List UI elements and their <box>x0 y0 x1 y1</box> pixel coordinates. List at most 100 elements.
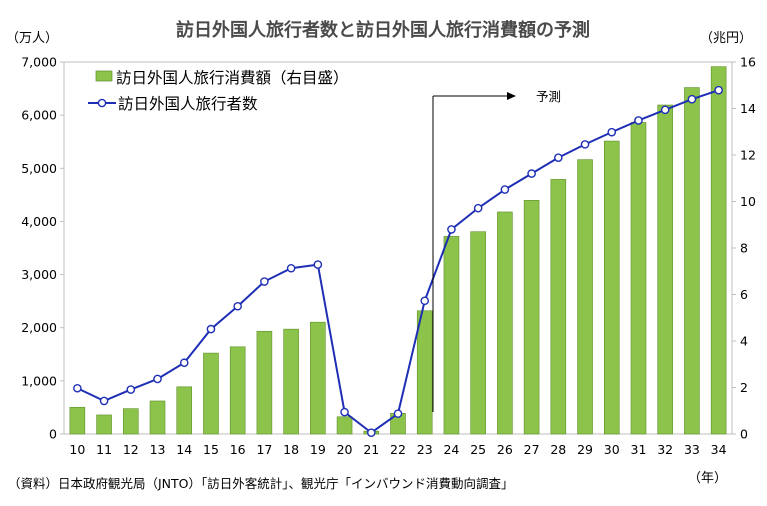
x-tick-label: 11 <box>96 442 112 457</box>
line-point <box>126 385 136 394</box>
right-tick-label: 6 <box>740 287 748 302</box>
line-point <box>420 296 430 306</box>
x-tick-label: 10 <box>69 442 85 457</box>
line-point <box>260 277 269 286</box>
legend-line-label: 訪日外国人旅行者数 <box>118 95 258 113</box>
x-tick-label: 30 <box>604 442 620 457</box>
legend: 訪日外国人旅行消費額（右目盛） 訪日外国人旅行者数 <box>88 69 349 113</box>
bar <box>203 352 219 435</box>
left-axis-ticks: 0 1,000 2,000 3,000 4,000 5,000 6,000 7,000 <box>21 55 64 442</box>
line-point <box>500 185 510 194</box>
right-axis-ticks: 0 2 4 6 8 10 12 14 16 <box>732 55 756 442</box>
left-tick-label: 6,000 <box>21 108 57 123</box>
x-tick-label: 32 <box>657 442 673 457</box>
left-tick-label: 7,000 <box>21 55 57 70</box>
right-tick-label: 4 <box>740 334 748 349</box>
line-point <box>473 203 483 213</box>
left-tick-label: 2,000 <box>21 320 57 335</box>
bar <box>256 330 273 435</box>
right-axis-unit: （兆円） <box>700 31 752 46</box>
left-tick-label: 4,000 <box>21 214 57 229</box>
left-axis-unit: （万人） <box>6 31 58 46</box>
x-tick-label: 33 <box>684 442 700 457</box>
x-tick-label: 31 <box>631 442 647 457</box>
x-tick-label: 14 <box>176 442 192 457</box>
left-tick-label: 1,000 <box>21 373 57 388</box>
bar <box>149 400 166 435</box>
line-point <box>660 105 670 115</box>
bar <box>577 159 593 435</box>
bar <box>523 200 540 435</box>
line-point <box>340 407 349 417</box>
legend-bar-swatch <box>95 70 113 82</box>
bar <box>96 414 112 435</box>
bar <box>176 386 193 435</box>
bar <box>310 321 326 435</box>
line-point <box>179 358 189 368</box>
bar <box>443 236 460 435</box>
forecast-arrow-head <box>507 92 516 100</box>
line-point <box>153 374 162 384</box>
line-path <box>76 89 719 434</box>
bar <box>550 179 567 435</box>
x-tick-label: 17 <box>256 442 272 457</box>
x-tick-label: 29 <box>577 442 593 457</box>
line-point <box>580 140 590 149</box>
x-tick-label: 19 <box>310 442 326 457</box>
line-point <box>607 127 617 137</box>
x-tick-label: 23 <box>417 442 433 457</box>
source-note: （資料）日本政府観光局（JNTO）「訪日外客統計」、観光庁「インバウンド消費動向… <box>8 476 514 491</box>
bar <box>603 140 620 435</box>
x-tick-label: 13 <box>150 442 166 457</box>
line-point <box>366 428 376 437</box>
line-point <box>527 169 536 178</box>
right-tick-label: 8 <box>740 241 748 256</box>
line-point <box>313 260 323 269</box>
line-point <box>687 94 697 104</box>
bar <box>684 87 700 435</box>
left-tick-label: 0 <box>49 427 57 442</box>
bar <box>470 231 486 435</box>
bar <box>123 408 139 435</box>
line-point <box>634 116 643 125</box>
legend-line-marker <box>97 98 107 108</box>
x-tick-label: 18 <box>283 442 299 457</box>
line-point <box>99 396 109 406</box>
chart-title: 訪日外国人旅行者数と訪日外国人旅行消費額の予測 <box>176 19 590 41</box>
line-point <box>206 324 216 334</box>
x-tick-label: 12 <box>123 442 139 457</box>
line-point <box>393 409 403 418</box>
x-tick-label: 22 <box>390 442 406 457</box>
right-tick-label: 10 <box>740 194 756 209</box>
right-tick-label: 14 <box>740 101 756 116</box>
x-tick-label: 16 <box>230 442 246 457</box>
line-point <box>73 383 82 393</box>
left-tick-label: 3,000 <box>21 267 57 282</box>
line-point <box>714 85 723 95</box>
bar-series <box>69 66 727 435</box>
line-point <box>554 153 563 162</box>
bar <box>416 310 433 435</box>
x-tick-label: 26 <box>497 442 513 457</box>
x-tick-label: 28 <box>550 442 566 457</box>
bar <box>497 211 513 435</box>
line-point <box>233 301 242 311</box>
x-tick-label: 34 <box>711 442 727 457</box>
bar <box>283 328 299 435</box>
bar <box>69 406 86 435</box>
line-point <box>447 225 456 234</box>
forecast-annotation: 予測 <box>432 89 561 412</box>
legend-bar-label: 訪日外国人旅行消費額（右目盛） <box>116 69 349 87</box>
x-tick-label: 21 <box>363 442 379 457</box>
bar <box>336 416 353 435</box>
x-tick-label: 25 <box>470 442 486 457</box>
forecast-label: 予測 <box>536 89 561 104</box>
left-tick-label: 5,000 <box>21 161 57 176</box>
right-tick-label: 2 <box>740 380 748 395</box>
x-tick-label: 20 <box>337 442 353 457</box>
line-point <box>286 263 296 273</box>
x-axis-unit: （年） <box>688 471 727 486</box>
right-tick-label: 12 <box>740 148 756 163</box>
x-tick-label: 27 <box>524 442 540 457</box>
